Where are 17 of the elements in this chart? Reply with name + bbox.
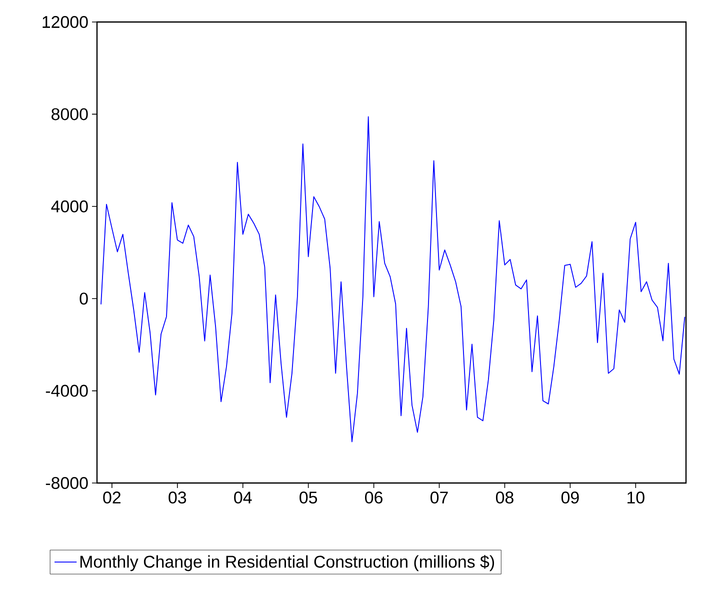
x-tick-label: 10 [628, 492, 644, 504]
x-tick-label: 07 [430, 492, 448, 504]
x-tick-label: 06 [365, 492, 382, 504]
x-tick-label: 02 [103, 492, 120, 504]
y-tick-label: 4000 [51, 200, 88, 212]
x-tick-label: 04 [234, 492, 252, 504]
y-tick-label: 12000 [42, 16, 88, 28]
x-tick-label: 05 [300, 492, 318, 504]
y-tick-label: -4000 [46, 384, 88, 397]
x-tick-label: 03 [168, 492, 186, 504]
y-tick-label: 0 [80, 292, 88, 305]
x-tick-label: 08 [496, 492, 514, 504]
y-tick-label: -8000 [46, 477, 88, 489]
legend-label: Monthly Change in Residential Construction (millions $) [80, 555, 494, 572]
y-tick-label: 8000 [52, 108, 88, 120]
x-tick-label: 09 [561, 492, 579, 504]
line-series [100, 116, 686, 442]
